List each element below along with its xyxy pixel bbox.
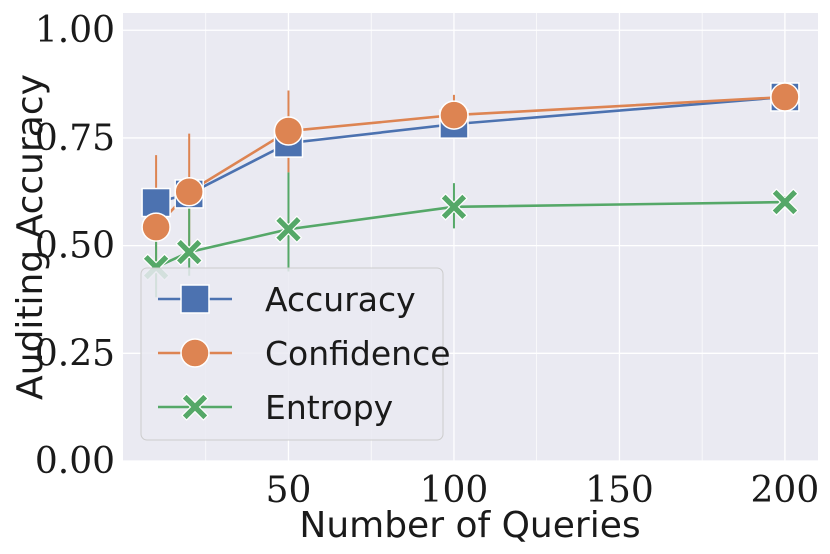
entropy-point [440, 192, 468, 221]
confidence-point [174, 177, 204, 207]
legend-marker-entropy [181, 393, 209, 421]
x-tick-label: 150 [585, 470, 654, 511]
legend-frame [140, 267, 444, 441]
y-axis-title: Auditing Accuracy [10, 74, 51, 400]
legend-label-confidence: Confidence [265, 334, 451, 373]
accuracy-point [141, 187, 171, 218]
legend-marker-accuracy [180, 284, 210, 314]
x-tick-labels: 50 100 150 200 [266, 470, 820, 511]
confidence-point [141, 212, 171, 242]
x-tick-label: 100 [420, 470, 489, 511]
y-tick-label: 0.50 [35, 226, 115, 267]
x-tick-label: 50 [266, 470, 312, 511]
y-tick-label: 0.75 [35, 118, 115, 159]
confidence-point [439, 100, 469, 130]
y-tick-label: 0.25 [35, 333, 115, 374]
entropy-point [175, 238, 204, 266]
y-tick-label: 1.00 [35, 10, 115, 51]
legend-marker-confidence [180, 338, 210, 368]
entropy-point [274, 215, 303, 244]
legend-label-entropy: Entropy [265, 388, 393, 427]
confidence-point [770, 82, 800, 112]
x-axis-title: Number of Queries [299, 505, 640, 546]
confidence-point [273, 116, 304, 146]
entropy-point [771, 188, 799, 216]
grid [123, 13, 818, 462]
legend-label-accuracy: Accuracy [265, 280, 416, 319]
y-tick-labels: 0.00 0.25 0.50 0.75 1.00 [35, 10, 115, 482]
legend: Accuracy Confidence Entropy [140, 267, 451, 441]
y-tick-label: 0.00 [35, 441, 115, 482]
x-tick-label: 200 [751, 470, 820, 511]
series-markers [141, 82, 800, 282]
